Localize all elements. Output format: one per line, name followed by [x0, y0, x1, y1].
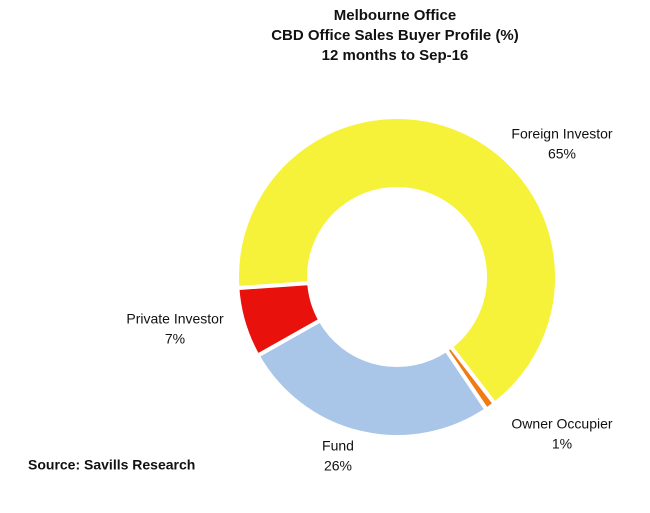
slice-value: 1%	[552, 436, 572, 452]
donut-slice	[254, 317, 490, 439]
slice-value: 65%	[548, 146, 576, 162]
chart-period: 12 months to Sep-16	[322, 47, 469, 64]
source: Source: Savills Research	[28, 457, 195, 473]
slice-value: 7%	[165, 331, 185, 347]
chart-subtitle: CBD Office Sales Buyer Profile (%)	[271, 27, 519, 44]
slice-label: Foreign Investor	[511, 126, 612, 142]
slice-label: Private Investor	[126, 311, 224, 327]
donut-slice	[235, 281, 324, 359]
slice-label: Owner Occupier	[511, 416, 612, 432]
slice-value: 26%	[324, 458, 352, 474]
slice-label: Fund	[322, 438, 354, 454]
donut-slice	[235, 115, 559, 407]
chart-title: Melbourne Office	[334, 7, 457, 24]
